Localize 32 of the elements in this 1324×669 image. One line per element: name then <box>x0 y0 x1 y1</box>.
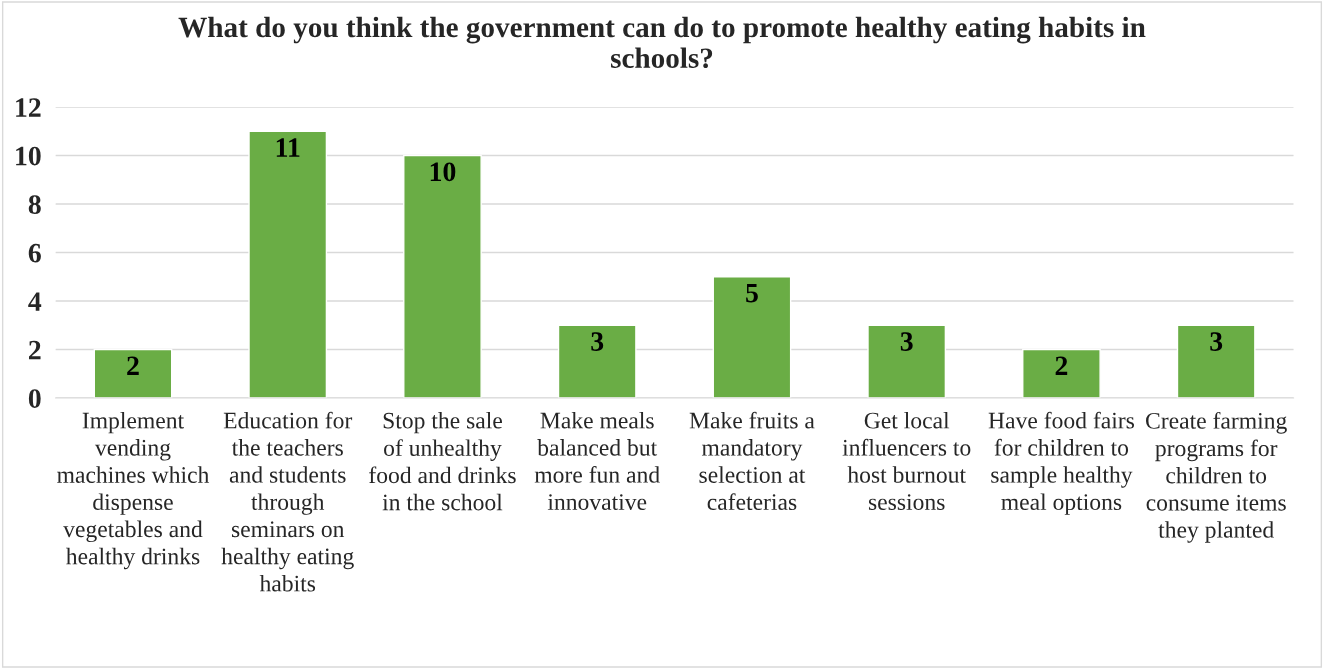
y-tick-label: 10 <box>16 146 41 166</box>
data-label: 3 <box>1210 332 1223 351</box>
x-tick-label: Implement vending machines which dispense vegetables and healthy drinks <box>57 411 210 570</box>
data-label: 11 <box>276 138 300 157</box>
x-tick-label: Education for the teachers and students through seminars on healthy eating habits <box>221 411 354 592</box>
bar <box>93 348 173 399</box>
x-tick-label: Make meals balanced but more fun and innovative <box>534 411 660 510</box>
bar <box>867 324 947 399</box>
y-tick-label: 4 <box>28 292 42 311</box>
x-tick-label: Create farming programs for children to consume items they planted <box>1146 411 1287 543</box>
bar <box>1022 348 1101 399</box>
bar <box>403 154 482 399</box>
data-label: 10 <box>430 162 456 182</box>
y-tick-label: 12 <box>16 98 41 117</box>
bar <box>712 276 792 399</box>
data-label: 3 <box>900 332 913 351</box>
chart-title: What do you think the government can do to promote healthy eating habits in schools? <box>178 16 1146 69</box>
y-tick-label: 0 <box>28 389 41 408</box>
y-tick-label: 6 <box>28 243 41 263</box>
bar <box>557 324 637 399</box>
bar <box>1176 324 1256 399</box>
y-tick-label: 8 <box>28 195 41 214</box>
x-tick-label: Get local influencers to host burnout sessions <box>842 411 971 510</box>
data-label: 2 <box>127 356 139 375</box>
x-tick-label: Make fruits a mandatory selection at cafeterias <box>689 411 815 511</box>
x-tick-label: Have food fairs for children to sample healthy meal options <box>988 411 1135 515</box>
data-label: 5 <box>746 283 758 303</box>
x-tick-label: Stop the sale of unhealthy food and drinks in the school <box>369 411 516 511</box>
y-tick-label: 2 <box>29 340 41 360</box>
bar <box>248 130 328 399</box>
data-label: 3 <box>591 332 604 351</box>
data-label: 2 <box>1055 356 1068 375</box>
